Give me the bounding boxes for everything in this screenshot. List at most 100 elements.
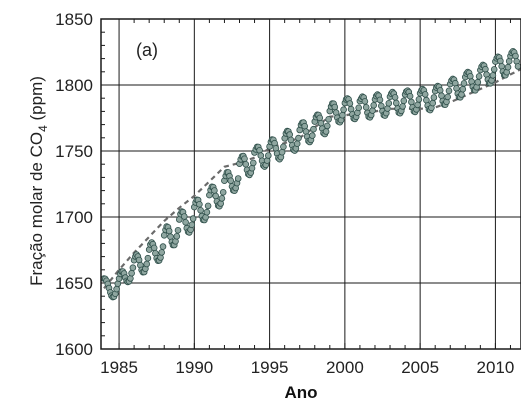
observation-point [466, 73, 474, 80]
observation-point [436, 87, 444, 94]
observation-point [182, 219, 189, 226]
observation-point [482, 65, 489, 73]
observation-point [325, 116, 332, 123]
observation-point [512, 52, 519, 60]
observation-point [158, 249, 166, 256]
observation-point [392, 99, 400, 107]
observation-point [362, 104, 370, 111]
x-tick-label: 2000 [326, 358, 364, 377]
observation-point [331, 103, 339, 111]
y-axis-title-unit: (ppm) [27, 76, 46, 125]
observation-point [189, 215, 197, 222]
observation-point [129, 264, 137, 272]
observation-point [317, 120, 325, 127]
observation-point [204, 202, 212, 210]
observation-point [113, 285, 120, 293]
observation-point [438, 92, 445, 99]
observation-point [458, 91, 465, 98]
observation-point [429, 99, 437, 107]
observation-point [174, 227, 182, 234]
y-tick-label: 1700 [55, 208, 93, 227]
observation-point [421, 91, 429, 98]
x-tick-label: 1995 [251, 358, 289, 377]
observation-point [459, 85, 467, 93]
observation-point [514, 63, 521, 70]
observation-point [322, 128, 330, 135]
observation-point [497, 57, 504, 65]
observation-point [256, 147, 263, 154]
observation-point [211, 187, 218, 194]
observation-point [361, 98, 369, 105]
observation-point [144, 254, 152, 262]
observation-point [278, 148, 286, 156]
observation-point [128, 269, 135, 277]
y-axis-title-text: Fração molar de CO [27, 132, 46, 286]
observation-point [188, 221, 196, 229]
trend-series-line [103, 68, 521, 289]
observation-point [242, 161, 250, 168]
observation-point [391, 94, 399, 101]
observation-point [340, 106, 347, 113]
observation-point [227, 177, 235, 185]
observation-point [308, 132, 316, 139]
observation-point [203, 208, 211, 216]
observation-point [385, 100, 393, 107]
panel-label: (a) [136, 40, 158, 60]
x-tick-label: 2010 [476, 358, 514, 377]
y-axis-title: Fração molar de CO4 (ppm) [27, 76, 50, 286]
observation-point [150, 244, 158, 252]
trend-line [103, 68, 521, 289]
y-axis-title-subscript: 4 [36, 125, 50, 132]
observation-point [430, 94, 438, 101]
y-tick-label: 1850 [55, 10, 93, 29]
observation-point [250, 159, 257, 167]
observation-point [408, 98, 415, 106]
y-tick-label: 1800 [55, 76, 93, 95]
observation-point [400, 97, 408, 105]
observation-point [490, 66, 498, 73]
observation-point [293, 140, 301, 148]
observation-point [414, 101, 421, 109]
observation-point [369, 107, 376, 114]
observation-point [234, 175, 242, 182]
observation-point [248, 164, 256, 172]
observation-point [406, 92, 414, 100]
observation-point [323, 122, 331, 130]
observation-point [423, 96, 430, 104]
observation-point [165, 227, 173, 235]
observation-point [173, 233, 181, 240]
observation-point [301, 122, 309, 130]
y-tick-label: 1650 [55, 274, 93, 293]
observation-point [286, 131, 294, 138]
observation-point [370, 102, 378, 109]
gridlines [101, 18, 521, 350]
x-tick-label: 1990 [175, 358, 213, 377]
observation-point [415, 96, 423, 103]
observation-point [159, 243, 167, 250]
observation-point [212, 192, 220, 200]
y-tick-label: 1750 [55, 142, 93, 161]
observation-point [181, 213, 188, 220]
observation-point [143, 260, 151, 268]
plot-frame [100, 18, 521, 350]
observation-point [399, 103, 406, 110]
observation-point [376, 96, 384, 104]
observation-point [287, 136, 295, 144]
observation-point [264, 152, 272, 159]
observation-point [346, 100, 354, 107]
observation-point [445, 87, 453, 95]
x-tick-label: 2005 [401, 358, 439, 377]
axis-ticks [101, 19, 511, 349]
observation-point [460, 80, 468, 87]
x-axis-title: Ano [284, 383, 317, 402]
observation-point [474, 78, 482, 86]
observation-point [384, 105, 391, 112]
observation-point [355, 104, 363, 112]
observation-point [444, 93, 452, 101]
y-tick-label: 1600 [55, 340, 93, 359]
observation-markers [100, 47, 521, 301]
observation-point [489, 72, 497, 79]
observation-point [218, 195, 226, 202]
observation-point [160, 232, 168, 239]
observation-point [241, 155, 248, 163]
